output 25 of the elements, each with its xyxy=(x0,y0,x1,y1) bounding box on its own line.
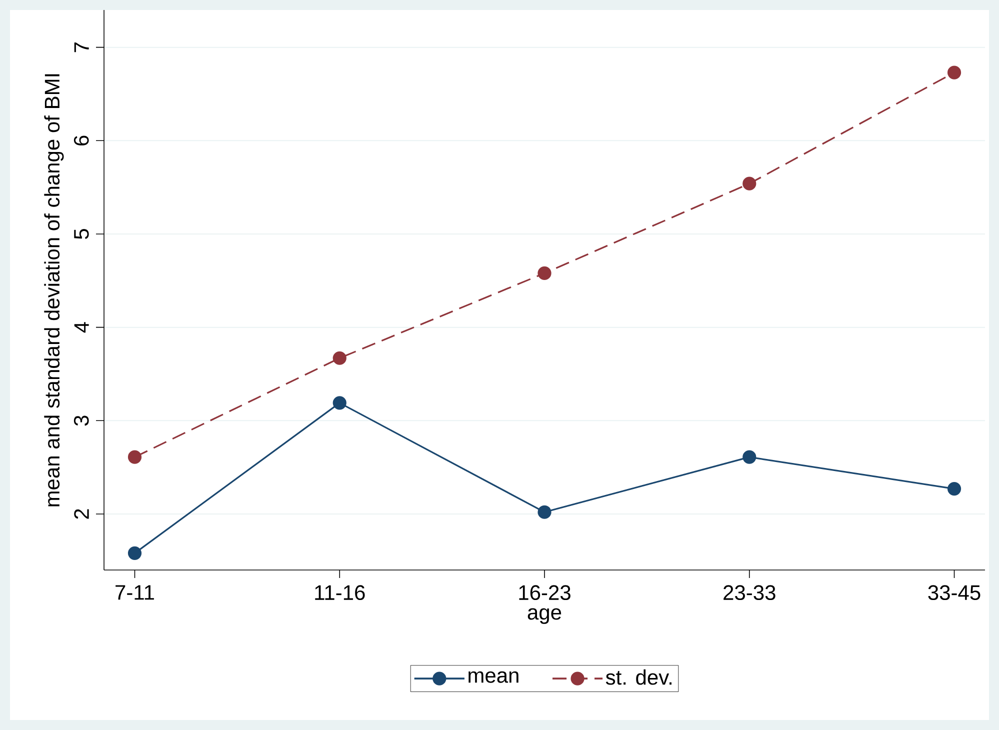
point xyxy=(332,396,346,410)
y-tick-label: 5 xyxy=(74,229,89,239)
x-axis-title: age xyxy=(528,608,562,624)
point xyxy=(332,351,346,365)
legend-label: mean xyxy=(468,671,518,683)
x-tick-label: 16-23 xyxy=(519,585,570,600)
point xyxy=(742,450,756,464)
x-tick-label: 23-33 xyxy=(724,585,776,600)
y-tick-label: 3 xyxy=(74,416,89,426)
y-tick-label: 4 xyxy=(74,322,89,333)
y-tick-label: 7 xyxy=(74,42,89,52)
point xyxy=(538,505,552,519)
point xyxy=(128,450,142,464)
y-tick-label: 6 xyxy=(74,136,89,146)
point xyxy=(947,482,962,496)
x-tick-label: 7-11 xyxy=(116,585,154,600)
legend-label: st. dev. xyxy=(606,669,672,685)
point xyxy=(128,546,142,560)
point xyxy=(538,266,552,280)
x-tick-label: 33-45 xyxy=(928,585,980,600)
y-axis-title: mean and standard deviation of change of BMI xyxy=(44,74,64,506)
x-tick-label: 11-16 xyxy=(315,585,365,600)
point xyxy=(742,176,756,190)
point xyxy=(947,66,962,80)
y-tick-label: 2 xyxy=(74,509,89,519)
